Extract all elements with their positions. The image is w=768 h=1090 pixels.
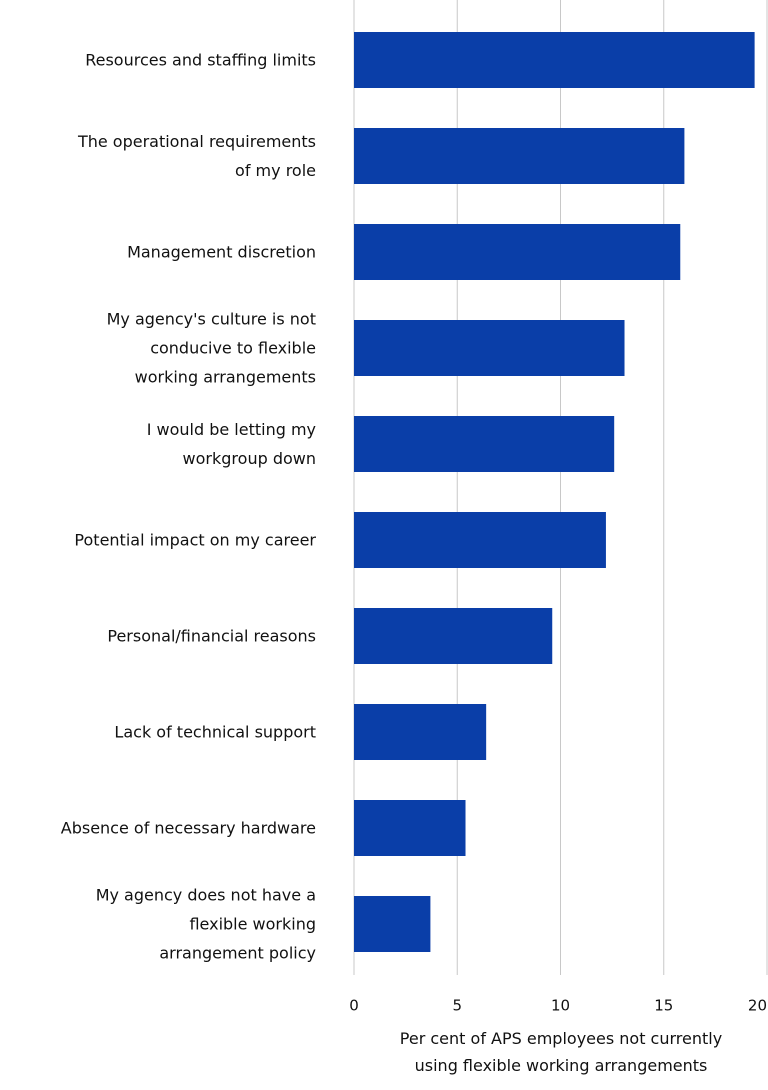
bar: [354, 128, 685, 184]
x-tick-label: 0: [349, 997, 359, 1015]
bar: [354, 704, 487, 760]
x-tick-label: 5: [452, 997, 462, 1015]
bar: [354, 416, 615, 472]
category-label: My agency's culture is not conducive to …: [106, 309, 316, 387]
bar: [354, 608, 553, 664]
bar: [354, 800, 466, 856]
category-label: My agency does not have a flexible worki…: [95, 885, 316, 963]
category-label: Resources and staffing limits: [85, 50, 316, 70]
bar: [354, 224, 681, 280]
category-label: Management discretion: [127, 242, 316, 262]
category-label: Lack of technical support: [114, 722, 316, 742]
x-tick-label: 20: [748, 997, 767, 1015]
category-label: I would be letting my workgroup down: [146, 420, 316, 468]
category-label: Potential impact on my career: [74, 530, 316, 550]
bar: [354, 32, 755, 88]
bar: [354, 320, 625, 376]
x-tick-label: 10: [551, 997, 570, 1015]
bar: [354, 512, 606, 568]
bar: [354, 896, 431, 952]
x-axis-title: Per cent of APS employees not currently …: [399, 1029, 723, 1075]
x-tick-label: 15: [654, 997, 673, 1015]
category-label: Personal/financial reasons: [107, 626, 316, 646]
category-label: The operational requirements of my role: [77, 132, 316, 180]
category-label: Absence of necessary hardware: [60, 818, 316, 838]
